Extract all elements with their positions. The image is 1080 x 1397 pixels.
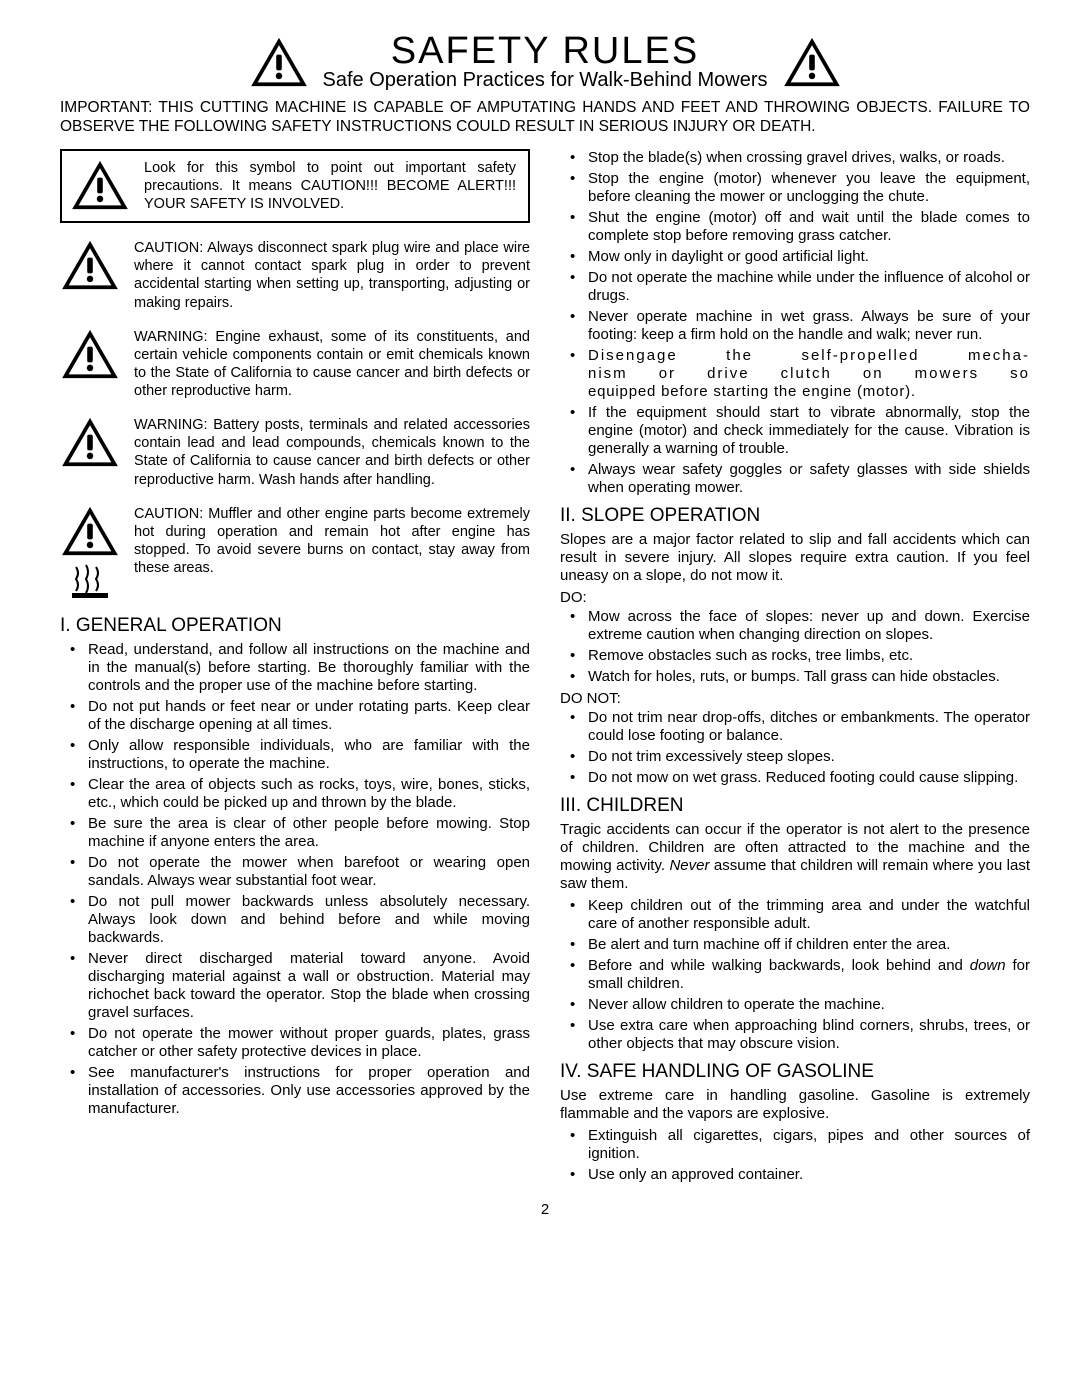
slope-intro: Slopes are a major factor related to sli… [560, 531, 1030, 585]
warning-box: WARNING: Battery posts, terminals and re… [60, 416, 530, 489]
list-item: Read, understand, and follow all instruc… [88, 641, 530, 695]
warning-icon [60, 328, 120, 380]
list-item: Do not put hands or feet near or under r… [88, 698, 530, 734]
general-list: Read, understand, and follow all instruc… [60, 641, 530, 1118]
left-column: Look for this symbol to point out import… [60, 149, 530, 1187]
list-item: Only allow responsible individuals, who … [88, 737, 530, 773]
warning-icon [60, 239, 120, 291]
list-item: Extinguish all cigarettes, cigars, pipes… [588, 1127, 1030, 1163]
list-item: Stop the engine (motor) whenever you lea… [588, 170, 1030, 206]
page-number: 2 [60, 1201, 1030, 1218]
list-item: Be sure the area is clear of other peopl… [88, 815, 530, 851]
list-item: Do not operate the machine while under t… [588, 269, 1030, 305]
warning-box: CAUTION: Always disconnect spark plug wi… [60, 239, 530, 312]
list-item: See manufacturer's instructions for prop… [88, 1064, 530, 1118]
list-item: Always wear safety goggles or safety gla… [588, 461, 1030, 497]
general-list-cont: Stop the blade(s) when crossing gravel d… [560, 149, 1030, 497]
section-heading-children: III. CHILDREN [560, 795, 1030, 817]
list-item: Never operate machine in wet grass. Alwa… [588, 308, 1030, 344]
warning-box: Look for this symbol to point out import… [60, 149, 530, 223]
list-item: Do not operate the mower without proper … [88, 1025, 530, 1061]
warning-icon [70, 159, 130, 211]
list-item: Use only an approved container. [588, 1166, 1030, 1184]
list-item: Be alert and turn machine off if childre… [588, 936, 1030, 954]
children-intro: Tragic accidents can occur if the operat… [560, 821, 1030, 893]
list-item: Disengage the self-propelled mecha-nism … [588, 347, 1030, 401]
warning-text: WARNING: Battery posts, terminals and re… [134, 416, 530, 489]
list-item: Mow across the face of slopes: never up … [588, 608, 1030, 644]
slope-do-list: Mow across the face of slopes: never up … [560, 608, 1030, 686]
do-label: DO: [560, 589, 1030, 606]
warning-text: CAUTION: Muffler and other engine parts … [134, 505, 530, 578]
slope-donot-list: Do not trim near drop-offs, ditches or e… [560, 709, 1030, 787]
section-heading-general: I. GENERAL OPERATION [60, 615, 530, 637]
list-item: Clear the area of objects such as rocks,… [88, 776, 530, 812]
warning-icon [782, 36, 842, 93]
list-item: Shut the engine (motor) off and wait unt… [588, 209, 1030, 245]
list-item: Use extra care when approaching blind co… [588, 1017, 1030, 1053]
warning-icon [60, 416, 120, 468]
gasoline-list: Extinguish all cigarettes, cigars, pipes… [560, 1127, 1030, 1184]
section-heading-slope: II. SLOPE OPERATION [560, 505, 1030, 527]
list-item: Watch for holes, ruts, or bumps. Tall gr… [588, 668, 1030, 686]
list-item: Do not trim excessively steep slopes. [588, 748, 1030, 766]
hot-surface-icon [70, 563, 110, 599]
warning-text: Look for this symbol to point out import… [144, 159, 516, 213]
children-list: Keep children out of the trimming area a… [560, 897, 1030, 1053]
warning-box: WARNING: Engine exhaust, some of its con… [60, 328, 530, 401]
list-item: Before and while walking backwards, look… [588, 957, 1030, 993]
warning-text: CAUTION: Always disconnect spark plug wi… [134, 239, 530, 312]
important-notice: IMPORTANT: THIS CUTTING MACHINE IS CAPAB… [60, 98, 1030, 137]
warning-icon [249, 36, 309, 93]
right-column: Stop the blade(s) when crossing gravel d… [560, 149, 1030, 1187]
list-item: Never direct discharged material toward … [88, 950, 530, 1022]
list-item: Do not pull mower backwards unless absol… [88, 893, 530, 947]
page-title: SAFETY RULES [323, 30, 768, 73]
warning-box: CAUTION: Muffler and other engine parts … [60, 505, 530, 599]
section-heading-gasoline: IV. SAFE HANDLING OF GASOLINE [560, 1061, 1030, 1083]
list-item: Do not trim near drop-offs, ditches or e… [588, 709, 1030, 745]
list-item: Do not operate the mower when barefoot o… [88, 854, 530, 890]
list-item: Mow only in daylight or good artificial … [588, 248, 1030, 266]
list-item: If the equipment should start to vibrate… [588, 404, 1030, 458]
warning-icon [60, 505, 120, 599]
list-item: Do not mow on wet grass. Reduced footing… [588, 769, 1030, 787]
list-item: Keep children out of the trimming area a… [588, 897, 1030, 933]
donot-label: DO NOT: [560, 690, 1030, 707]
gasoline-intro: Use extreme care in handling gasoline. G… [560, 1087, 1030, 1123]
list-item: Stop the blade(s) when crossing gravel d… [588, 149, 1030, 167]
page-subtitle: Safe Operation Practices for Walk-Behind… [323, 69, 768, 92]
warning-text: WARNING: Engine exhaust, some of its con… [134, 328, 530, 401]
list-item: Never allow children to operate the mach… [588, 996, 1030, 1014]
list-item: Remove obstacles such as rocks, tree lim… [588, 647, 1030, 665]
